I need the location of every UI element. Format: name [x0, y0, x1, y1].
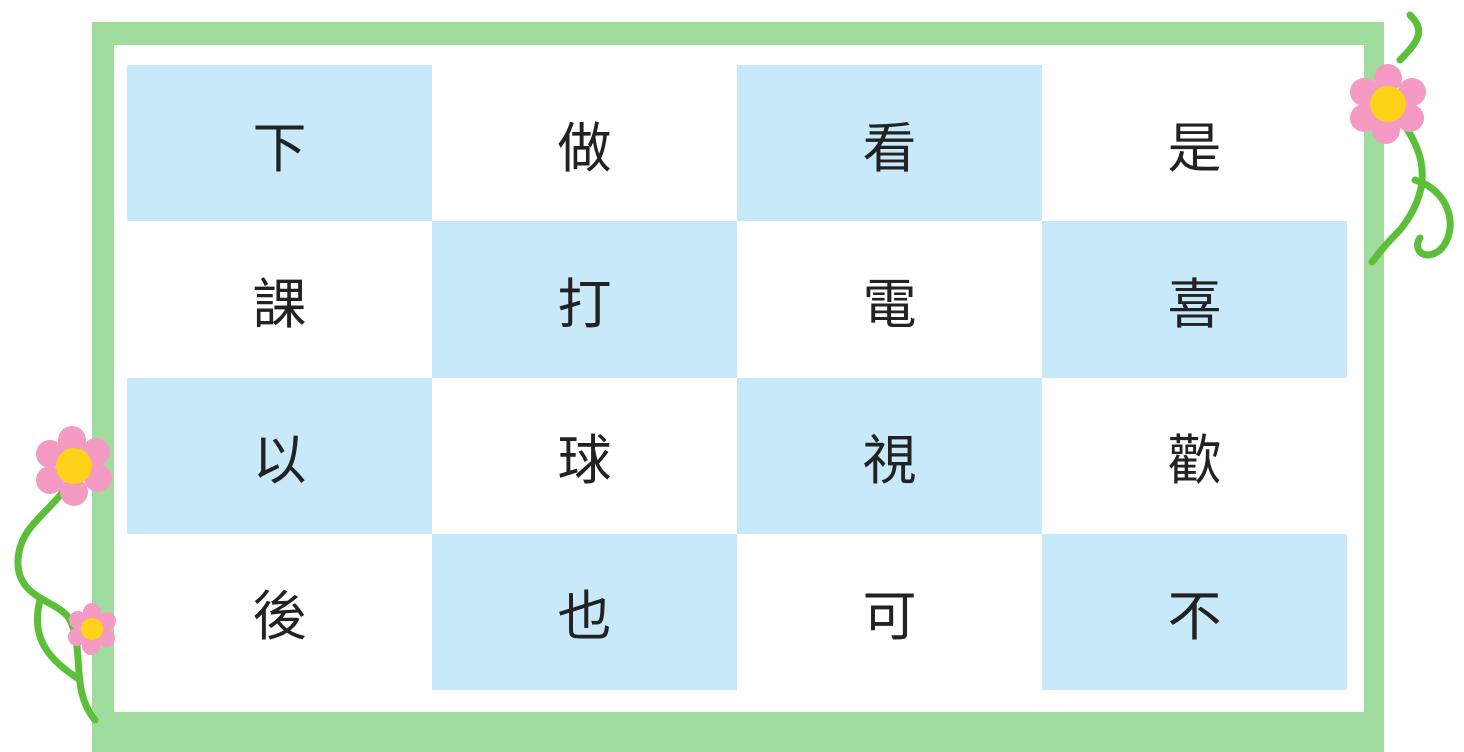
grid-cell: 視 [737, 377, 1042, 534]
grid-cell: 下 [127, 65, 432, 222]
decoration [14, 11, 1454, 724]
grid-cell: 不 [1042, 533, 1347, 690]
grid-cell: 課 [252, 272, 307, 336]
grid-cell: 看 [737, 65, 1042, 222]
flower [68, 603, 116, 655]
grid-cell: 以 [127, 377, 432, 534]
grid-cell: 可 [862, 585, 917, 649]
flower [36, 426, 112, 506]
flower [1350, 64, 1426, 144]
grid-cell: 做 [557, 116, 612, 180]
grid-cell: 打 [432, 221, 737, 378]
grid-cell: 是 [1167, 116, 1222, 180]
grid-cell: 也 [432, 533, 737, 690]
grid-cell: 後 [252, 585, 307, 649]
grid-cell: 電 [862, 272, 917, 336]
grid-cell: 喜 [1042, 221, 1347, 378]
grid-cell: 歡 [1167, 429, 1222, 493]
vine [14, 11, 1454, 724]
grid-cell: 球 [557, 429, 612, 493]
character-grid: 下 做 看 是課 打 電 喜以 球 視 歡後 也 可 不 [127, 65, 1347, 690]
